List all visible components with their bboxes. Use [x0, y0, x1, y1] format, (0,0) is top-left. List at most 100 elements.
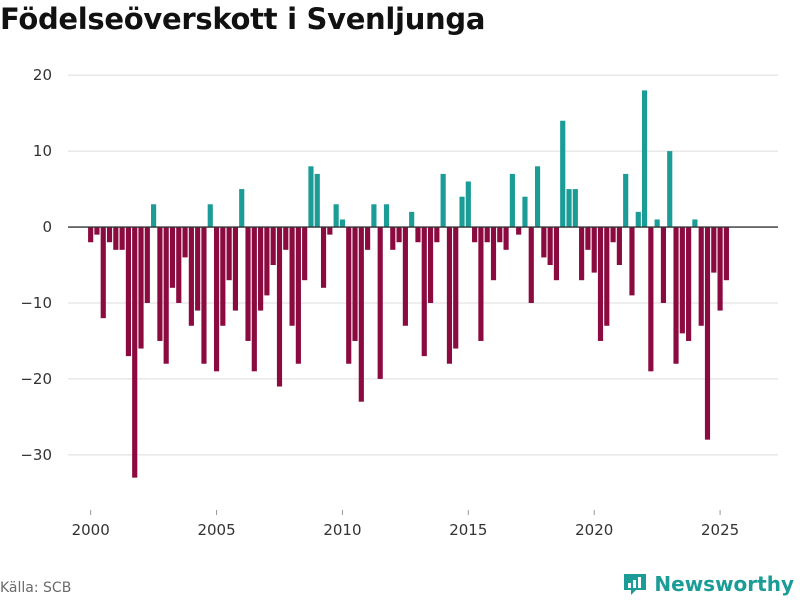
bar — [258, 227, 264, 311]
bar — [125, 227, 131, 357]
bar — [302, 227, 308, 281]
bar — [566, 189, 572, 228]
bar — [490, 227, 497, 281]
bar — [427, 227, 434, 303]
bar — [377, 227, 383, 379]
bar — [597, 227, 604, 341]
bar — [207, 204, 213, 228]
y-tick-label: 0 — [42, 218, 52, 236]
bar — [409, 211, 415, 228]
bar — [151, 204, 157, 228]
bar — [616, 227, 622, 266]
bar — [711, 227, 717, 273]
bar — [692, 219, 698, 228]
bar — [383, 204, 390, 228]
y-tick-label: 10 — [33, 142, 52, 160]
bar — [132, 227, 138, 478]
bar — [541, 227, 547, 258]
bar — [371, 204, 377, 228]
bar — [239, 189, 245, 228]
bar — [528, 227, 534, 303]
bar — [667, 151, 673, 228]
brand-logo[interactable]: Newsworthy — [622, 572, 794, 596]
bar — [188, 227, 194, 326]
bar — [453, 227, 459, 349]
bar — [717, 227, 723, 311]
bar — [679, 227, 685, 334]
bar — [553, 227, 560, 281]
bar — [88, 227, 94, 243]
bar — [484, 227, 490, 243]
bar — [629, 227, 635, 296]
bar — [572, 189, 578, 228]
bar — [163, 227, 169, 364]
bar — [176, 227, 182, 303]
y-tick-label: −30 — [20, 446, 52, 464]
bar — [100, 227, 106, 319]
bar — [686, 227, 692, 341]
bar — [434, 227, 440, 243]
bar — [169, 227, 176, 288]
bar — [641, 90, 648, 228]
bar — [673, 227, 679, 364]
bar — [698, 227, 704, 326]
bar — [390, 227, 396, 250]
bar — [308, 166, 314, 228]
bar — [440, 173, 446, 228]
bar — [346, 227, 352, 364]
bar — [503, 227, 509, 250]
bar — [339, 219, 346, 228]
brand-name: Newsworthy — [654, 572, 794, 596]
bar — [365, 227, 371, 250]
bars — [88, 90, 729, 478]
bar — [723, 227, 729, 281]
x-tick-label: 2015 — [449, 521, 487, 539]
bar — [534, 166, 541, 228]
bar — [220, 227, 226, 326]
bar — [333, 204, 339, 228]
bar — [182, 227, 188, 258]
bar — [276, 227, 283, 387]
bar — [421, 227, 427, 357]
bar — [245, 227, 251, 341]
bar — [478, 227, 484, 341]
bar — [465, 181, 471, 228]
bar — [522, 196, 528, 228]
y-tick-label: −20 — [20, 370, 52, 388]
x-tick-label: 2010 — [323, 521, 361, 539]
bar — [415, 227, 421, 243]
bar — [264, 227, 270, 296]
bar — [314, 173, 320, 228]
x-tick-label: 2005 — [197, 521, 235, 539]
bar — [327, 227, 333, 235]
bar — [459, 196, 465, 228]
bar — [113, 227, 119, 250]
bar — [648, 227, 654, 372]
bar — [396, 227, 402, 243]
bar — [497, 227, 503, 243]
bar — [516, 227, 522, 235]
x-tick-label: 2020 — [575, 521, 613, 539]
bar — [289, 227, 295, 326]
bar — [94, 227, 100, 235]
newsworthy-logo-icon — [624, 574, 647, 595]
bar — [358, 227, 364, 402]
bar — [195, 227, 201, 311]
x-tick-label: 2000 — [72, 521, 110, 539]
y-tick-label: 20 — [33, 66, 52, 84]
bar — [144, 227, 150, 303]
bar — [119, 227, 125, 250]
bar — [402, 227, 408, 326]
bar — [604, 227, 610, 326]
bar — [654, 219, 660, 228]
bar — [320, 227, 327, 288]
bar — [201, 227, 207, 364]
source-note: Källa: SCB — [0, 580, 72, 596]
y-tick-label: −10 — [20, 294, 52, 312]
bar — [635, 211, 641, 228]
bar — [251, 227, 257, 372]
bar — [509, 173, 515, 228]
bar — [283, 227, 289, 250]
x-axis-ticks: 2000 2005 2010 2015 2020 2025 — [72, 510, 739, 539]
